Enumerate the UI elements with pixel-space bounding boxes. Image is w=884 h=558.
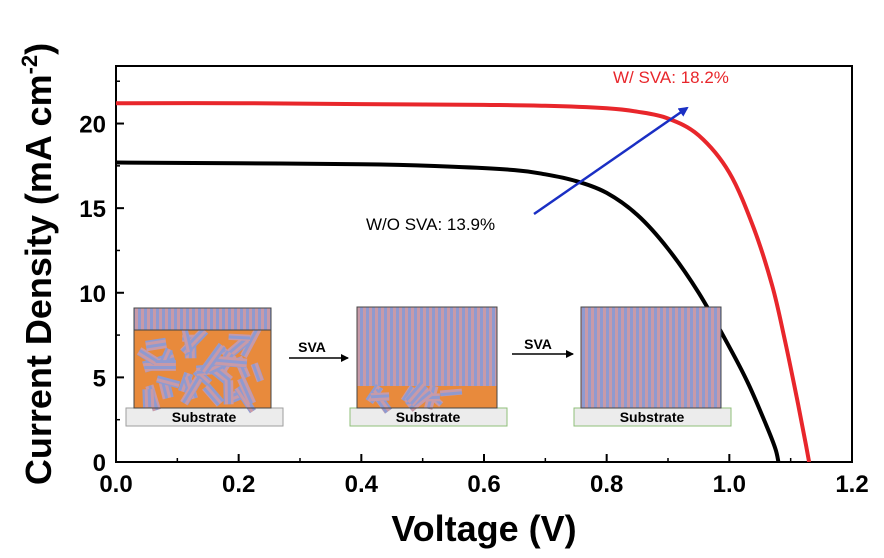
- domain-grain: [142, 388, 155, 408]
- x-tick-label: 1.0: [713, 471, 746, 498]
- x-tick-label: 0.8: [590, 471, 623, 498]
- domain-grain: [237, 376, 256, 406]
- annotation-arrow: [533, 106, 689, 216]
- series-line-with-sva: [116, 101, 812, 462]
- series-layer: [116, 101, 812, 462]
- x-tick-label: 0.0: [99, 471, 132, 498]
- domain-grain: [199, 342, 227, 375]
- x-tick-label: 0.2: [222, 471, 255, 498]
- inset-arrow-label-2: SVA: [524, 336, 552, 352]
- domain-grain: [180, 375, 203, 406]
- domain-grain: [223, 380, 234, 405]
- series-line-without-sva: [116, 160, 781, 462]
- y-tick-label: 20: [79, 112, 106, 139]
- domain-grain: [228, 333, 251, 341]
- y-tick-label: 0: [93, 450, 106, 477]
- domain-grain: [439, 388, 463, 397]
- domain-grain: [404, 381, 429, 407]
- y-tick-label: 15: [79, 196, 106, 223]
- domain-grain: [145, 337, 167, 352]
- domain-grain: [250, 362, 265, 383]
- domain-grain: [145, 360, 176, 371]
- x-axis-ticks: 0.0 0.2 0.4 0.6 0.8 1.0 1.2: [99, 454, 869, 498]
- inset-panel-after: Substrate: [573, 306, 732, 427]
- x-tick-label: 0.4: [345, 471, 379, 498]
- domain-grain: [213, 355, 248, 369]
- domain-grain: [240, 327, 262, 359]
- y-tick-label: 10: [79, 281, 106, 308]
- domain-grain: [136, 347, 159, 366]
- inset-panel-before: Substrate: [125, 307, 284, 427]
- annotation-without-sva: W/O SVA: 13.9%: [366, 215, 495, 234]
- substrate-label-3: Substrate: [620, 409, 685, 425]
- domain-grain: [370, 392, 390, 402]
- inset-panel-middle: Substrate: [349, 306, 508, 427]
- domain-grain: [202, 383, 225, 407]
- x-tick-label: 0.6: [467, 471, 500, 498]
- annotation-with-sva: W/ SVA: 18.2%: [613, 68, 729, 87]
- substrate-label-2: Substrate: [396, 409, 461, 425]
- domain-grain: [234, 385, 256, 414]
- x-axis-title: Voltage (V): [391, 508, 576, 549]
- x-tick-label: 1.2: [835, 471, 868, 498]
- y-axis-ticks: 0 5 10 15 20: [79, 80, 124, 477]
- domain-grain: [182, 334, 200, 342]
- substrate-label-1: Substrate: [172, 409, 237, 425]
- inset-arrow-label-1: SVA: [298, 339, 326, 355]
- residual-domains: [365, 381, 463, 414]
- domain-grain: [180, 325, 193, 353]
- domain-grain: [155, 375, 181, 389]
- y-tick-label: 5: [93, 365, 106, 392]
- inset-schematic: Substrate SVA Substrate SVA Substrate: [125, 306, 732, 427]
- disordered-domains: [136, 325, 265, 414]
- y-axis-title: Current Density (mA cm-2): [17, 43, 59, 485]
